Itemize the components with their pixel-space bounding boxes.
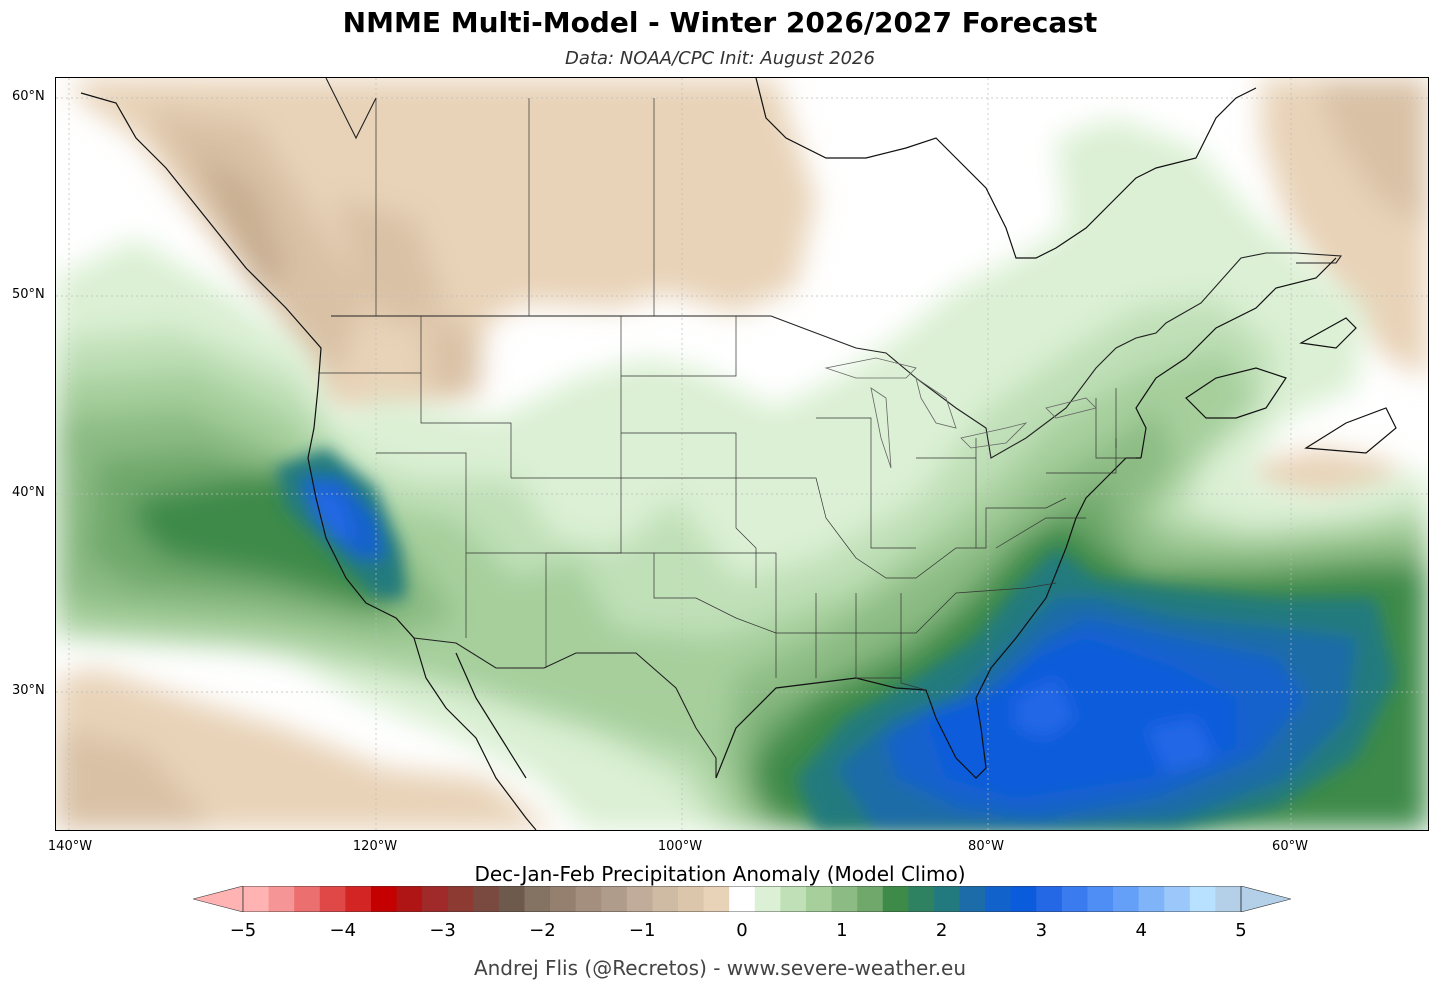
map-canvas xyxy=(56,78,1428,830)
precipitation-anomaly-map xyxy=(55,77,1429,831)
colorbar-segment xyxy=(1087,886,1114,912)
strong-wet-core xyxy=(276,448,1396,830)
colorbar-segment xyxy=(959,886,986,912)
colorbar-segment xyxy=(985,886,1012,912)
colorbar-segment xyxy=(575,886,602,912)
colorbar-segment xyxy=(857,886,884,912)
colorbar-segment xyxy=(933,886,961,912)
longitude-label: 140°W xyxy=(47,839,93,854)
longitude-label: 120°W xyxy=(352,839,398,854)
colorbar-segments xyxy=(243,886,1242,912)
colorbar-segment xyxy=(550,886,577,912)
credit-line: Andrej Flis (@Recretos) - www.severe-wea… xyxy=(473,956,967,980)
colorbar-segment xyxy=(754,886,781,912)
colorbar-segment xyxy=(831,886,858,912)
colorbar-segment xyxy=(601,886,628,912)
colorbar-segment xyxy=(473,886,500,912)
country-borders xyxy=(325,78,1343,778)
latitude-label: 30°N xyxy=(12,683,45,698)
colorbar-segment xyxy=(1164,886,1191,912)
colorbar-segment xyxy=(908,886,935,912)
colorbar-title: Dec-Jan-Feb Precipitation Anomaly (Model… xyxy=(474,862,966,886)
colorbar-segment xyxy=(1215,886,1242,912)
colorbar-tick-label: −1 xyxy=(628,920,656,941)
colorbar-segment xyxy=(1138,886,1165,912)
colorbar-segment xyxy=(1189,886,1217,912)
colorbar-segment xyxy=(1113,886,1140,912)
latitude-label: 60°N xyxy=(12,89,45,104)
lakes xyxy=(824,357,1097,469)
colorbar-segment xyxy=(268,886,295,912)
colorbar-segment xyxy=(805,886,833,912)
colorbar-segment xyxy=(1010,886,1037,912)
colorbar-tick-label: −2 xyxy=(529,920,556,941)
colorbar-segment xyxy=(780,886,807,912)
longitude-label: 80°W xyxy=(968,839,1004,854)
longitude-label: 100°W xyxy=(657,839,703,854)
colorbar-extend-right xyxy=(1240,886,1291,912)
colorbar-segment xyxy=(370,886,398,912)
latitude-label: 50°N xyxy=(12,287,45,302)
colorbar-segment xyxy=(729,886,756,912)
state-borders xyxy=(318,98,1136,691)
colorbar-tick-label: −4 xyxy=(329,920,357,941)
colorbar-segment xyxy=(882,886,909,912)
colorbar-segment xyxy=(243,886,270,912)
colorbar-segment xyxy=(652,886,679,912)
colorbar-segment xyxy=(294,886,321,912)
colorbar-segment xyxy=(447,886,474,912)
colorbar-segment xyxy=(1061,886,1089,912)
colorbar-extend-left xyxy=(193,886,244,912)
colorbar-segment xyxy=(678,886,705,912)
colorbar-segment xyxy=(396,886,423,912)
colorbar xyxy=(193,886,1291,912)
longitude-label: 60°W xyxy=(1272,839,1308,854)
colorbar-tick-label: −5 xyxy=(229,920,257,941)
colorbar-segment xyxy=(1036,886,1063,912)
map-title: NMME Multi-Model - Winter 2026/2027 Fore… xyxy=(342,6,1098,39)
colorbar-segment xyxy=(703,886,730,912)
map-subtitle: Data: NOAA/CPC Init: August 2026 xyxy=(565,48,875,69)
colorbar-tick-label: 5 xyxy=(1235,920,1247,941)
colorbar-segment xyxy=(345,886,372,912)
latitude-label: 40°N xyxy=(12,485,45,500)
colorbar-outline xyxy=(242,886,1242,912)
colorbar-segment xyxy=(524,886,551,912)
coastlines xyxy=(80,78,1397,830)
graticule xyxy=(56,78,1428,830)
colorbar-tick-label: 1 xyxy=(836,920,848,941)
colorbar-tick-label: −3 xyxy=(429,920,456,941)
colorbar-tick-label: 4 xyxy=(1135,920,1147,941)
colorbar-segment xyxy=(626,886,654,912)
colorbar-segment xyxy=(319,886,346,912)
colorbar-tick-label: 3 xyxy=(1035,920,1048,941)
colorbar-tick-label: 2 xyxy=(935,920,948,941)
colorbar-tick-label: 0 xyxy=(736,920,748,941)
colorbar-segment xyxy=(498,886,526,912)
colorbar-segment xyxy=(422,886,449,912)
